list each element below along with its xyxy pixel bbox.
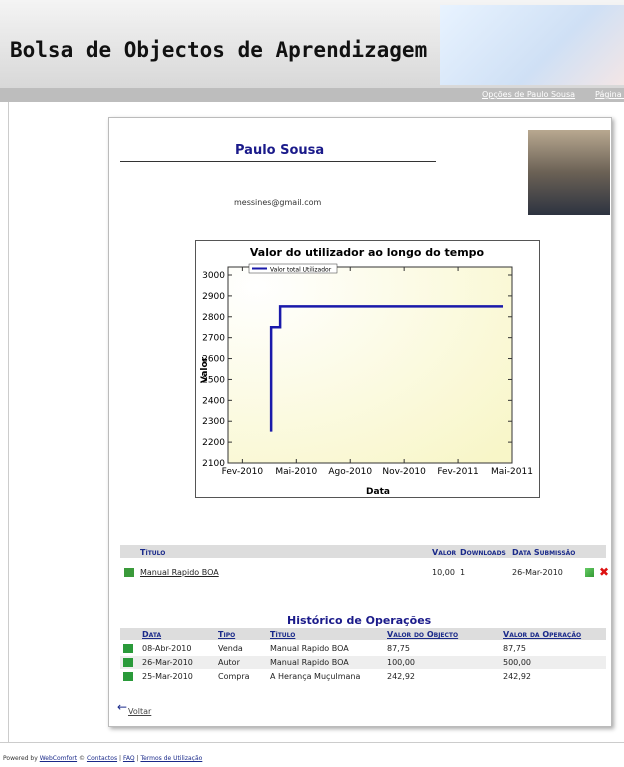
x-tick-label: Nov-2010 xyxy=(382,467,426,477)
chart-title: Valor do utilizador ao longo do tempo xyxy=(250,246,485,259)
row-icon xyxy=(123,672,133,681)
object-icon xyxy=(124,568,134,577)
chart: Valor do utilizador ao longo do tempo Da… xyxy=(195,240,540,498)
edit-icon[interactable] xyxy=(585,568,594,577)
x-tick-label: Mai-2010 xyxy=(275,467,317,477)
footer-sep: | xyxy=(119,755,121,762)
cell: 500,00 xyxy=(503,658,531,667)
footer-link[interactable]: Termos de Utilização xyxy=(140,755,202,762)
cell: 87,75 xyxy=(503,644,526,653)
cell[interactable]: Manual Rapido BOA xyxy=(140,568,219,577)
cell: Manual Rapido BOA xyxy=(270,658,349,667)
footer-sep: | xyxy=(137,755,139,762)
back-arrow[interactable]: ← xyxy=(117,700,127,714)
y-tick-label: 2500 xyxy=(202,375,225,385)
x-tick-label: Fev-2011 xyxy=(437,467,478,477)
legend-label: Valor total Utilizador xyxy=(270,267,332,274)
cell: A Herança Muçulmana xyxy=(270,672,360,681)
column-header[interactable]: Data xyxy=(142,630,161,639)
footer-link[interactable]: WebComfort xyxy=(40,755,77,762)
back-link[interactable]: Voltar xyxy=(128,707,151,716)
page: {"header":{"title":"Bolsa de Objectos de… xyxy=(0,0,624,767)
cell: 26-Mar-2010 xyxy=(512,568,563,577)
footer-text: © xyxy=(79,755,85,762)
profile-email: messines@gmail.com xyxy=(234,198,321,207)
footer: Powered by WebComfort © Contactos | FAQ … xyxy=(3,755,202,762)
column-header: Título xyxy=(140,548,165,557)
row-bg xyxy=(120,642,606,655)
column-header: Downloads xyxy=(460,548,506,557)
cell: 1 xyxy=(460,568,465,577)
column-header: Valor xyxy=(432,548,456,557)
side-line xyxy=(8,102,9,742)
profile-name: Paulo Sousa xyxy=(235,143,324,158)
cell: 25-Mar-2010 xyxy=(142,672,193,681)
banner-art xyxy=(440,5,624,85)
y-tick-label: 2200 xyxy=(202,438,225,448)
site-title: Bolsa de Objectos de Aprendizagem xyxy=(10,38,427,62)
y-tick-label: 2700 xyxy=(202,334,225,344)
y-tick-label: 2900 xyxy=(202,292,225,302)
cell: 100,00 xyxy=(387,658,415,667)
profile-photo xyxy=(528,130,610,215)
x-tick-label: Fev-2010 xyxy=(222,467,264,477)
cell: 242,92 xyxy=(503,672,531,681)
delete-icon[interactable]: ✖ xyxy=(599,565,609,579)
column-header[interactable]: Valor da Operação xyxy=(503,630,581,639)
cell: 26-Mar-2010 xyxy=(142,658,193,667)
history-title: Histórico de Operações xyxy=(287,614,431,627)
footer-link[interactable]: Contactos xyxy=(87,755,117,762)
cell: Manual Rapido BOA xyxy=(270,644,349,653)
column-header: Data Submissão xyxy=(512,548,575,557)
footer-text: Powered by xyxy=(3,755,38,762)
row-icon xyxy=(123,658,133,667)
column-header[interactable]: Tipo xyxy=(218,630,235,639)
row-icon xyxy=(123,644,133,653)
name-rule xyxy=(120,161,436,162)
cell: Venda xyxy=(218,644,243,653)
x-axis-label: Data xyxy=(366,487,390,497)
cell: Compra xyxy=(218,672,250,681)
footer-rule xyxy=(0,742,624,743)
cell: 87,75 xyxy=(387,644,410,653)
cell: 10,00 xyxy=(432,568,455,577)
nav-link[interactable]: Opções de Paulo Sousa xyxy=(482,90,575,99)
cell: 242,92 xyxy=(387,672,415,681)
y-tick-label: 2300 xyxy=(202,417,225,427)
y-tick-label: 2800 xyxy=(202,313,225,323)
column-header[interactable]: Título xyxy=(270,630,295,639)
x-tick-label: Ago-2010 xyxy=(328,467,372,477)
y-tick-label: 3000 xyxy=(202,271,225,281)
footer-link[interactable]: FAQ xyxy=(123,755,135,762)
y-tick-label: 2600 xyxy=(202,355,225,365)
nav-link[interactable]: Página i xyxy=(595,90,624,99)
column-header[interactable]: Valor do Objecto xyxy=(387,630,458,639)
x-tick-label: Mai-2011 xyxy=(491,467,533,477)
cell: Autor xyxy=(218,658,240,667)
y-tick-label: 2400 xyxy=(202,396,225,406)
cell: 08-Abr-2010 xyxy=(142,644,191,653)
